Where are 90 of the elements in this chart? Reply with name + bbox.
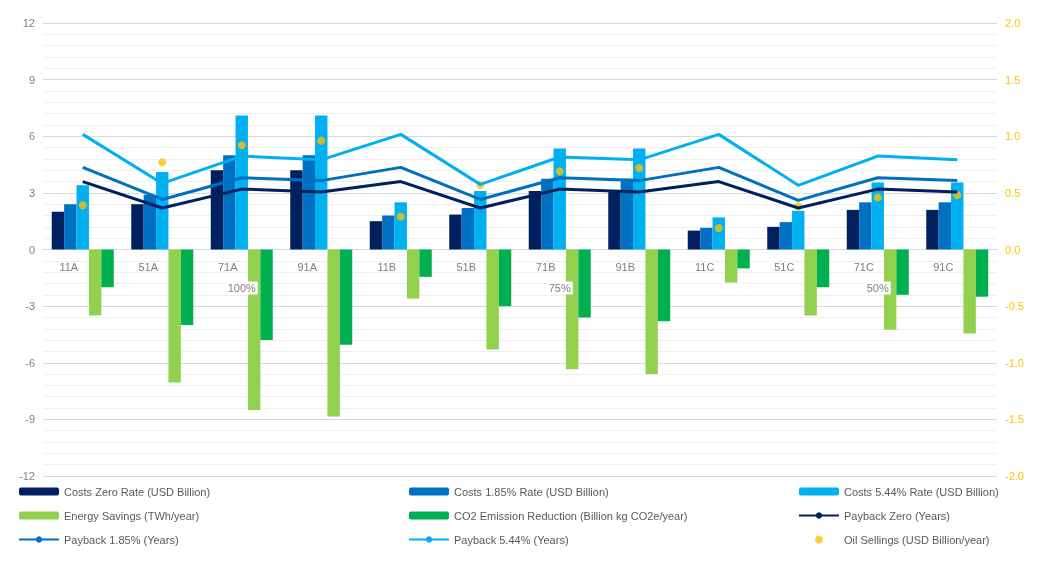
bar <box>180 249 194 325</box>
legend-label: Payback 5.44% (Years) <box>454 533 569 546</box>
bar <box>461 207 475 250</box>
bar <box>406 249 420 299</box>
x-tick-label: 91B <box>615 261 636 273</box>
bar <box>327 249 340 417</box>
x-tick-label: 51A <box>138 261 159 273</box>
legend-label: Energy Savings (TWh/year) <box>64 509 200 522</box>
y2-tick-label: 0.0 <box>1005 243 1021 256</box>
point <box>396 212 405 221</box>
bar <box>419 249 432 277</box>
bar <box>64 204 77 250</box>
x-tick-label: 11B <box>377 261 397 273</box>
bar <box>578 249 591 318</box>
x-tick-label: 71B <box>535 261 556 273</box>
point <box>555 167 564 176</box>
annotation: 50% <box>866 282 889 294</box>
x-tick-label: 91A <box>297 261 318 273</box>
bar <box>51 211 65 250</box>
legend-label: Payback Zero (Years) <box>844 509 950 522</box>
bar <box>846 209 860 250</box>
annotation: 100% <box>227 282 257 294</box>
y2-tick-label: -2.0 <box>1005 470 1024 482</box>
point <box>714 223 723 232</box>
bar <box>737 249 750 269</box>
y-tick-label: 12 <box>22 17 35 29</box>
legend-label: Costs 5.44% Rate (USD Billion) <box>844 485 999 498</box>
bar <box>896 249 909 295</box>
point <box>237 141 246 150</box>
y2-tick-label: -0.5 <box>1005 300 1024 313</box>
bar <box>486 249 499 350</box>
point <box>635 163 644 172</box>
bar <box>700 227 713 250</box>
x-tick-label: 51B <box>456 261 477 273</box>
legend-label: Payback 1.85% (Years) <box>64 533 179 546</box>
point <box>873 193 882 202</box>
bar <box>804 249 817 316</box>
y-tick-label: -9 <box>25 413 35 426</box>
bar <box>792 210 805 250</box>
x-tick-label: 51C <box>774 261 795 273</box>
y-tick-label: -12 <box>19 470 35 482</box>
y2-tick-label: 1.0 <box>1005 130 1021 143</box>
y-tick-label: 9 <box>28 73 35 86</box>
bar <box>369 221 383 250</box>
bar <box>938 202 952 250</box>
bar <box>339 249 353 345</box>
legend-label: CO2 Emission Reduction (Billion kg CO2e/year) <box>454 509 688 522</box>
y2-tick-label: -1.5 <box>1005 413 1024 426</box>
y-tick-label: -3 <box>25 300 35 313</box>
x-tick-label: 91C <box>933 261 954 273</box>
y2-tick-label: 0.5 <box>1005 186 1021 199</box>
annotation: 75% <box>548 282 571 294</box>
bar <box>767 226 780 250</box>
bar <box>724 249 738 283</box>
bar <box>816 249 830 288</box>
bar <box>951 182 964 250</box>
bar <box>76 185 89 250</box>
y2-tick-label: -1.0 <box>1005 356 1024 369</box>
y-tick-label: 0 <box>28 243 35 256</box>
x-tick-label: 71A <box>217 261 239 273</box>
bar <box>859 202 872 250</box>
legend-label: Costs Zero Rate (USD Billion) <box>64 485 211 498</box>
point <box>158 158 167 167</box>
bar <box>963 249 976 334</box>
bar <box>645 249 658 375</box>
bar <box>394 202 407 250</box>
bar <box>657 249 671 322</box>
x-tick-label: 71C <box>853 261 874 273</box>
y2-tick-label: 1.5 <box>1005 73 1021 86</box>
bar <box>926 209 939 250</box>
x-tick-label: 11A <box>59 261 79 273</box>
bar <box>449 214 462 250</box>
bar <box>975 249 989 297</box>
bar <box>382 215 395 250</box>
bar <box>101 249 114 288</box>
bar <box>260 249 273 341</box>
bar <box>88 249 102 316</box>
point <box>78 201 87 210</box>
bar <box>779 222 793 250</box>
point <box>317 136 326 145</box>
bar <box>168 249 181 383</box>
x-tick-label: 11C <box>695 261 715 273</box>
y-tick-label: 3 <box>28 186 35 199</box>
legend-label: Oil Sellings (USD Billion/year) <box>844 533 990 546</box>
y-tick-label: -6 <box>25 356 35 369</box>
y-tick-label: 6 <box>28 130 35 143</box>
bar <box>498 249 512 307</box>
y2-tick-label: 2.0 <box>1005 17 1021 29</box>
legend-label: Costs 1.85% Rate (USD Billion) <box>454 485 609 498</box>
bar <box>687 230 701 250</box>
